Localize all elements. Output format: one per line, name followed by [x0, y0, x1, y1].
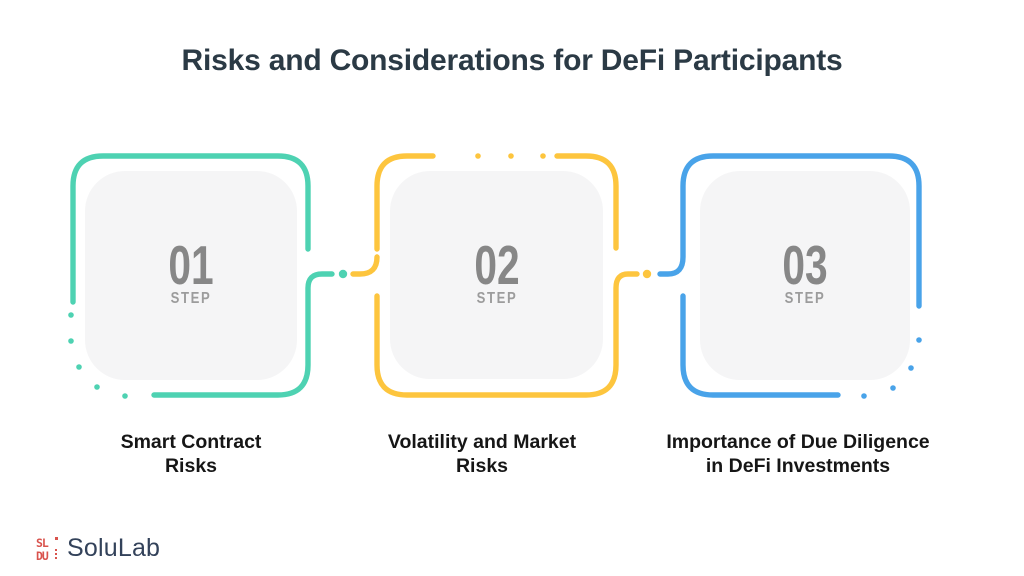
- step1-label-line1: Smart Contract: [120, 431, 262, 453]
- footer-logo: SL DU SoluLab: [36, 534, 160, 563]
- step3-step-word: STEP: [784, 290, 826, 307]
- step1-dots: [68, 269, 348, 399]
- step1-border: [70, 153, 335, 398]
- step3-label-line2: in DeFi Investments: [705, 455, 891, 477]
- step1-label-line2: Risks: [164, 455, 218, 477]
- step1-step-word: STEP: [170, 290, 212, 307]
- step3-label-line1: Importance of Due Diligence: [666, 431, 930, 453]
- step2-dots: [475, 153, 652, 279]
- step3-number: 03: [782, 234, 828, 296]
- connector-dot-1: [338, 269, 348, 279]
- step2-label-line1: Volatility and Market: [387, 431, 577, 453]
- step3-label: Importance of Due Diligence in DeFi Inve…: [633, 430, 963, 478]
- logo-icon-mark: [55, 536, 58, 540]
- step3-number-block: 03 STEP: [725, 234, 885, 308]
- step1-card-bg: [85, 171, 297, 380]
- page-title: Risks and Considerations for DeFi Partic…: [181, 44, 843, 77]
- connector-dot-2: [642, 269, 652, 279]
- step2-step-word: STEP: [476, 290, 518, 307]
- step2-card: [350, 153, 652, 398]
- step2-number-block: 02 STEP: [417, 234, 577, 308]
- solulab-logo-text: SoluLab: [67, 534, 161, 562]
- solulab-logo-icon: SL DU: [36, 536, 58, 562]
- step3-card-bg: [700, 171, 910, 380]
- logo-icon-bottom-glyphs: DU: [36, 549, 49, 562]
- step1-number: 01: [168, 234, 214, 296]
- step2-label: Volatility and Market Risks: [317, 430, 647, 478]
- step3-card: [657, 153, 922, 399]
- step3-border: [657, 153, 922, 398]
- step2-border: [350, 153, 640, 398]
- step1-label: Smart Contract Risks: [26, 430, 356, 478]
- step2-card-bg: [390, 171, 603, 379]
- step1-card: [68, 153, 348, 399]
- step1-number-block: 01 STEP: [111, 234, 271, 308]
- step2-number: 02: [474, 234, 520, 296]
- step3-dots: [861, 337, 922, 399]
- logo-icon-top-glyphs: SL: [36, 536, 49, 550]
- step2-label-line2: Risks: [455, 455, 509, 477]
